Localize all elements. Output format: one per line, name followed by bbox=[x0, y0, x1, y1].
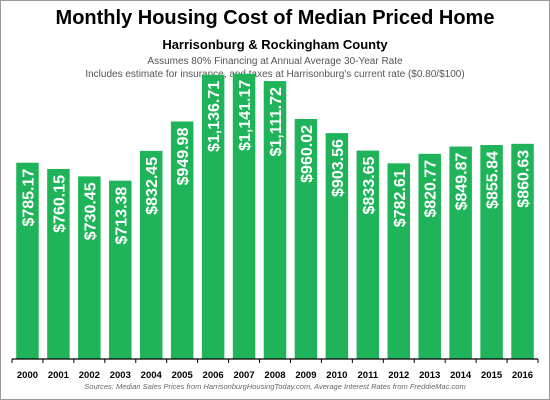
bar-2015 bbox=[480, 145, 503, 359]
x-tick-label-2003: 2003 bbox=[110, 370, 131, 381]
data-label-2010: $903.56 bbox=[330, 139, 347, 197]
data-label-2001: $760.15 bbox=[51, 175, 68, 233]
bar-2003 bbox=[109, 180, 132, 359]
data-label-2016: $860.63 bbox=[516, 150, 533, 208]
x-tick-label-2004: 2004 bbox=[141, 370, 163, 381]
bar-2008 bbox=[263, 81, 287, 359]
data-label-2012: $782.61 bbox=[392, 169, 409, 227]
data-label-2004: $832.45 bbox=[144, 157, 161, 215]
data-label-2005: $949.98 bbox=[175, 127, 192, 185]
data-label-2008: $1,111.72 bbox=[268, 87, 285, 157]
data-label-2002: $730.45 bbox=[82, 182, 99, 240]
data-label-2003: $713.38 bbox=[113, 187, 130, 245]
bar-2007 bbox=[232, 73, 256, 360]
x-tick-label-2010: 2010 bbox=[326, 370, 347, 381]
x-tick-label-2000: 2000 bbox=[17, 370, 38, 381]
data-label-2013: $820.77 bbox=[423, 160, 440, 218]
x-tick-label-2002: 2002 bbox=[79, 370, 100, 381]
bar-2005 bbox=[170, 121, 194, 359]
x-tick-label-2015: 2015 bbox=[481, 370, 503, 381]
data-label-2015: $855.84 bbox=[485, 151, 502, 209]
data-label-2014: $849.87 bbox=[454, 152, 471, 210]
bar-2001 bbox=[47, 168, 70, 359]
bar-2012 bbox=[387, 163, 411, 359]
data-label-2011: $833.65 bbox=[361, 156, 378, 214]
data-label-2009: $960.02 bbox=[299, 125, 316, 183]
chart-source: Sources: Median Sales Prices from Harris… bbox=[84, 382, 466, 391]
x-tick-label-2006: 2006 bbox=[203, 370, 224, 381]
x-tick-label-2007: 2007 bbox=[233, 370, 254, 381]
data-label-2006: $1,136.71 bbox=[206, 81, 223, 152]
x-tick-label-2013: 2013 bbox=[419, 370, 440, 381]
bar-2009 bbox=[294, 119, 318, 359]
bar-2013 bbox=[418, 153, 441, 359]
chart-note-taxes: Includes estimate for insurance, and tax… bbox=[85, 69, 465, 80]
x-tick-label-2009: 2009 bbox=[295, 370, 316, 381]
data-label-2007: $1,141.17 bbox=[237, 80, 254, 151]
bar-2014 bbox=[449, 146, 472, 359]
bar-2002 bbox=[78, 176, 101, 359]
data-label-2000: $785.17 bbox=[20, 169, 37, 227]
chart-subtitle: Harrisonburg & Rockingham County bbox=[162, 37, 388, 52]
x-tick-label-2016: 2016 bbox=[512, 370, 533, 381]
chart-note-financing: Assumes 80% Financing at Annual Average … bbox=[147, 56, 403, 67]
x-tick-label-2014: 2014 bbox=[450, 370, 472, 381]
x-tick-label-2005: 2005 bbox=[172, 370, 194, 381]
bar-2006 bbox=[201, 74, 225, 359]
bar-2010 bbox=[325, 133, 349, 359]
bar-2011 bbox=[356, 150, 380, 359]
bar-2000 bbox=[16, 162, 39, 359]
bar-2016 bbox=[511, 143, 534, 359]
chart-title: Monthly Housing Cost of Median Priced Ho… bbox=[55, 7, 495, 29]
bar-2004 bbox=[139, 150, 163, 359]
x-tick-label-2008: 2008 bbox=[264, 370, 285, 381]
x-tick-label-2001: 2001 bbox=[48, 370, 70, 381]
x-tick-label-2011: 2011 bbox=[358, 370, 379, 381]
x-tick-label-2012: 2012 bbox=[388, 370, 409, 381]
